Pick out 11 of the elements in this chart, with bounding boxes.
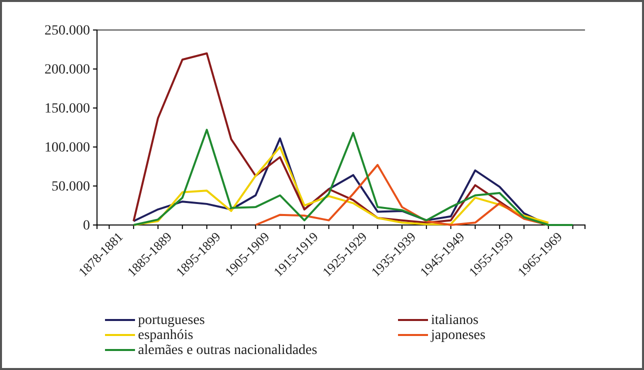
legend-label: japoneses [430, 328, 486, 343]
y-tick-label: 200.000 [44, 62, 90, 78]
legend-label: espanhóis [138, 328, 194, 343]
y-tick-label: 100.000 [44, 140, 90, 156]
legend-label: alemães e outras nacionalidades [138, 343, 318, 358]
legend-label: portugueses [138, 313, 205, 328]
y-tick-label: 150.000 [44, 101, 90, 116]
y-tick-label: 0 [83, 218, 90, 234]
y-tick-label: 50.000 [52, 179, 90, 194]
y-tick-label: 250.000 [44, 23, 90, 38]
legend-label: italianos [431, 313, 478, 328]
